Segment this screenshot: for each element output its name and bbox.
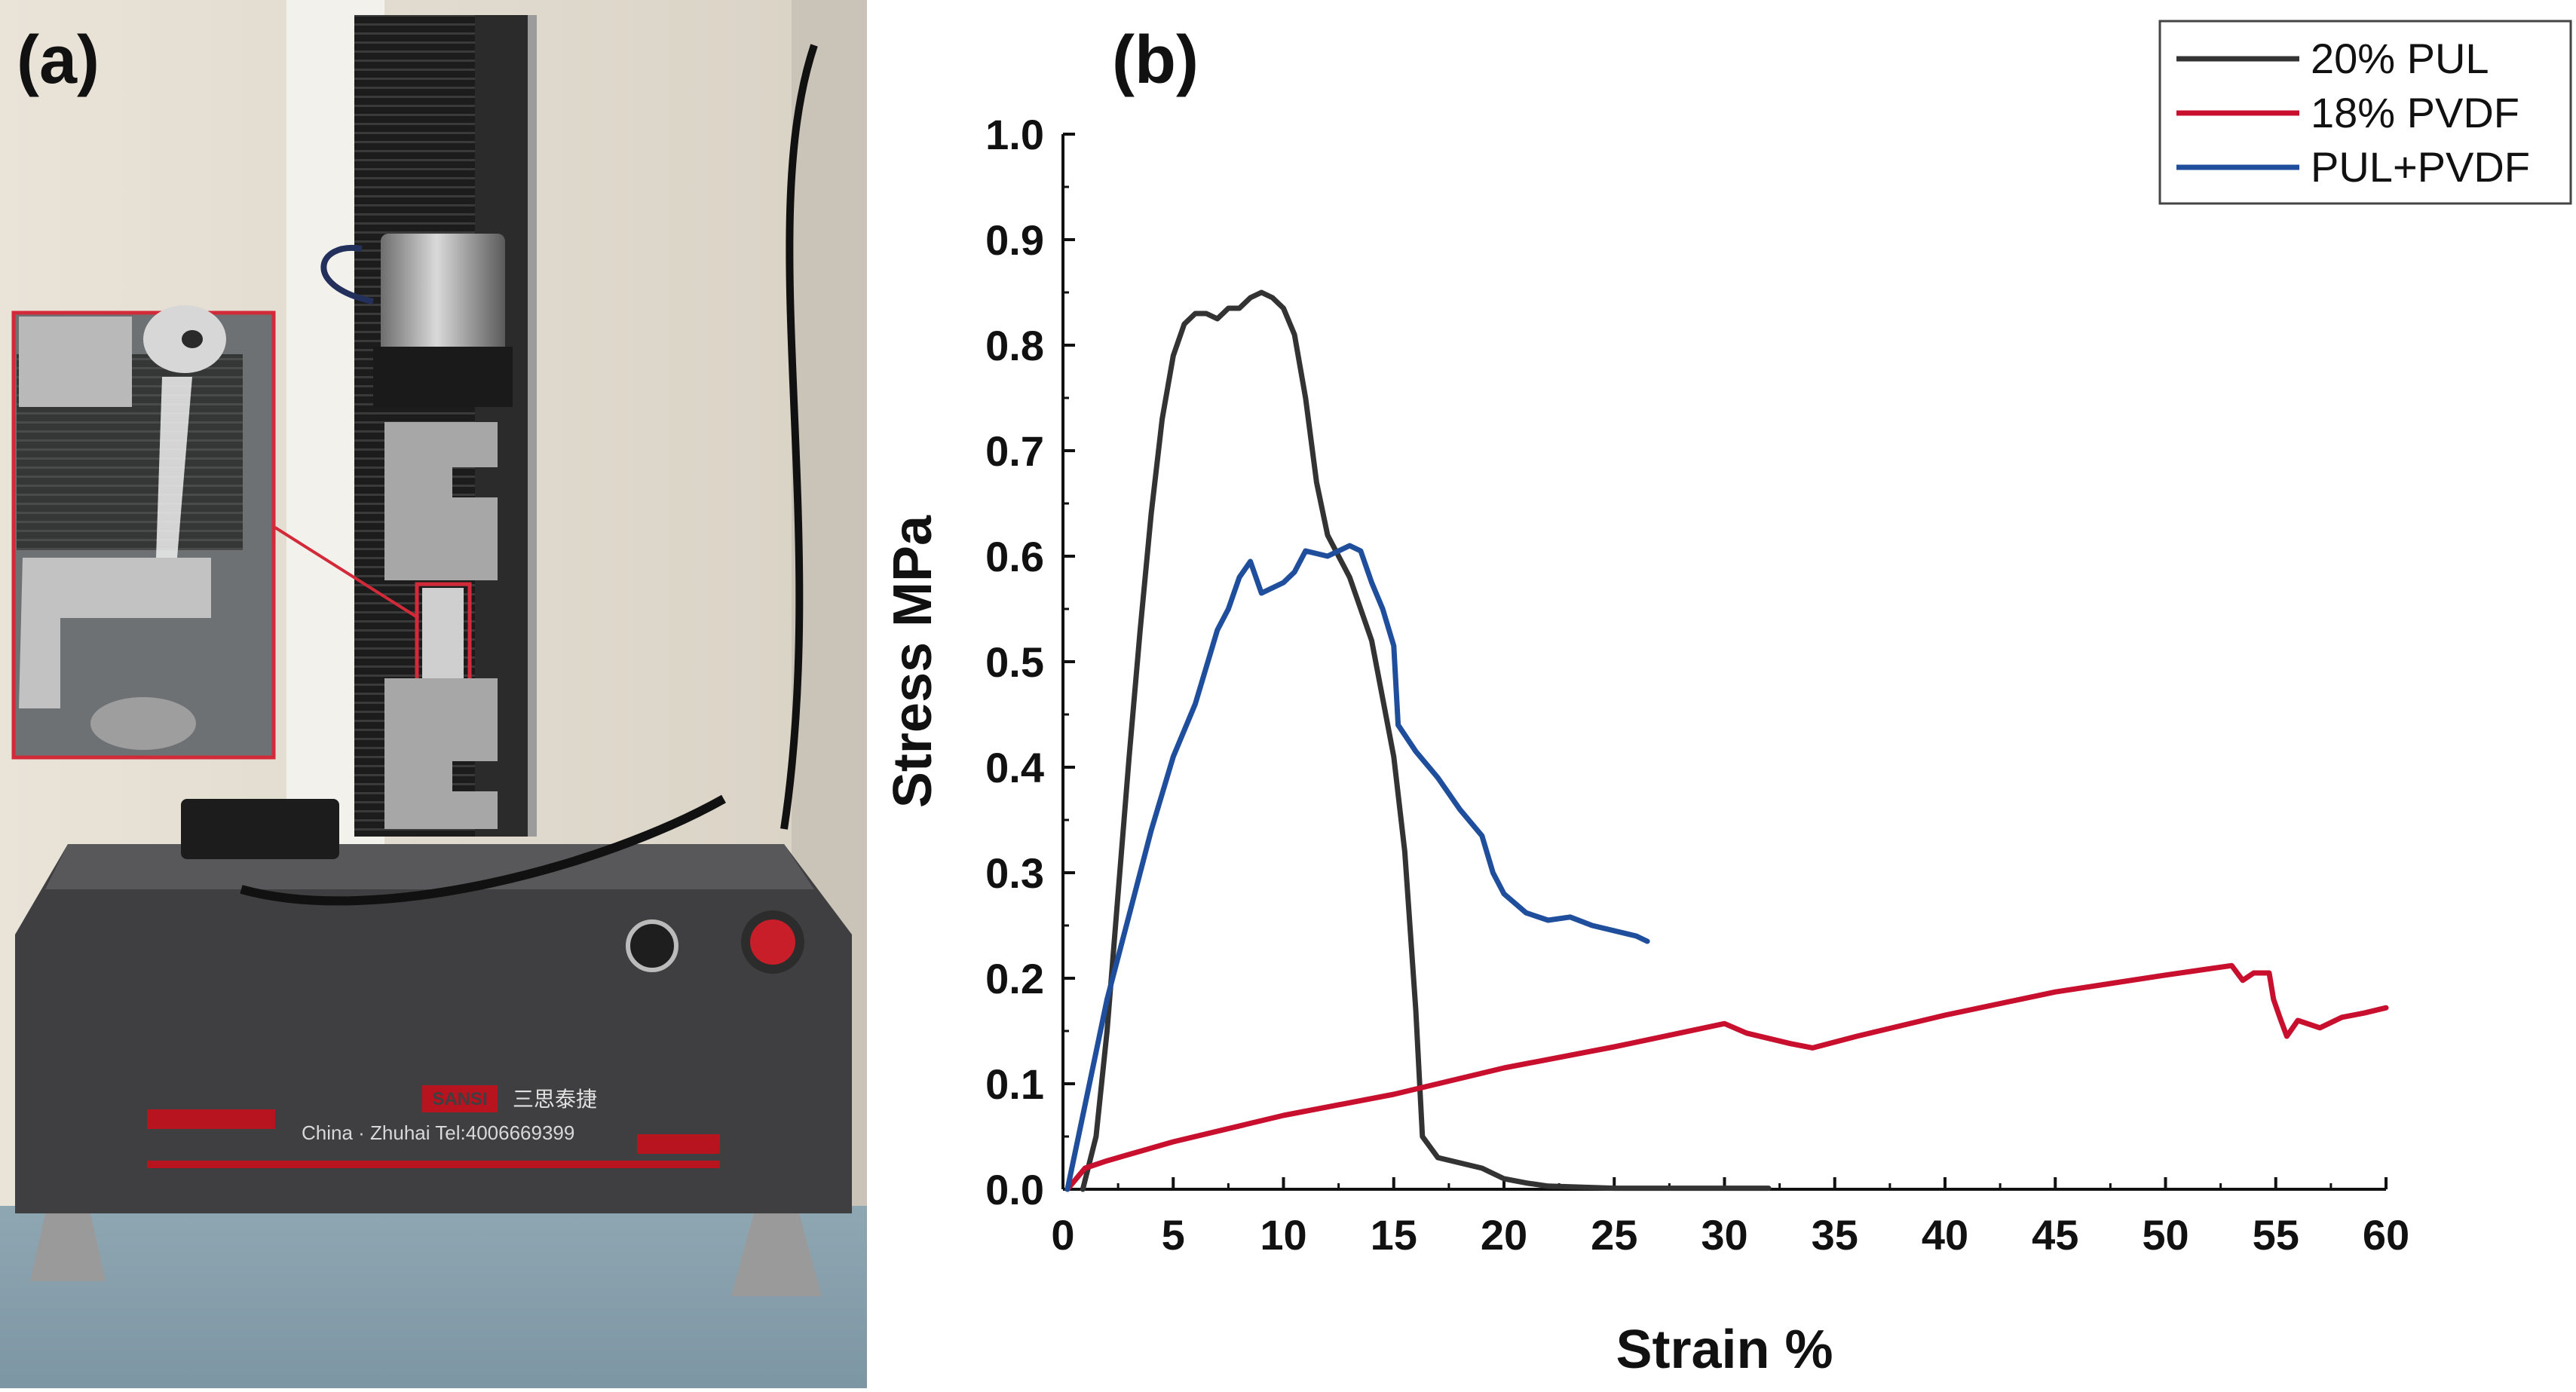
legend-label: 18% PVDF	[2311, 89, 2519, 136]
y-tick-label: 0.0	[985, 1166, 1044, 1213]
handset-cable	[240, 794, 726, 906]
inset-bolt-hole	[182, 330, 203, 348]
legend-label: 20% PUL	[2311, 35, 2489, 82]
x-axis-title: Strain %	[1616, 1320, 1833, 1380]
y-tick-label: 0.4	[985, 744, 1044, 791]
inset-lower-bolt	[90, 697, 196, 750]
load-cell-base	[373, 347, 513, 407]
tensile-tester-photo: SANSI 三思泰捷 China · Zhuhai Tel:4006669399…	[0, 0, 867, 1388]
y-tick-label: 0.9	[985, 216, 1044, 264]
foot-right	[731, 1213, 822, 1296]
power-cable	[780, 44, 818, 830]
base-top	[45, 844, 814, 889]
stress-strain-chart: (b) 0 5 10 15 20 25 30 35 40 45 50 55 60 0.0 0.1 0.2 0.3…	[883, 20, 2572, 1380]
machine-base	[15, 844, 852, 1213]
legend-label: PUL+PVDF	[2311, 143, 2530, 191]
y-tick-label: 1.0	[985, 111, 1044, 158]
contact-text: China · Zhuhai Tel:4006669399	[302, 1121, 574, 1144]
brand-badge	[422, 1085, 498, 1112]
x-tick-label: 30	[1701, 1211, 1747, 1259]
series-line-20-pul	[1080, 289, 1772, 1192]
emergency-stop-button	[750, 919, 795, 965]
x-tick-label: 35	[1812, 1211, 1858, 1259]
brand-badge-text: SANSI	[432, 1089, 487, 1109]
legend-box	[2158, 20, 2572, 205]
y-tick-label: 0.2	[985, 955, 1044, 1002]
x-tick-label: 60	[2363, 1211, 2409, 1259]
y-tick-label: 0.7	[985, 427, 1044, 475]
power-knob	[626, 919, 678, 972]
sensor-cable	[320, 244, 374, 304]
y-tick-label: 0.8	[985, 322, 1044, 369]
panel-b-label: (b)	[1112, 23, 1199, 98]
y-tick-label: 0.3	[985, 849, 1044, 897]
red-stripe-left	[147, 1109, 275, 1129]
x-tick-label: 25	[1591, 1211, 1637, 1259]
guide-rail	[528, 15, 537, 837]
inset-specimen	[155, 377, 192, 603]
y-axis-title: Stress MPa	[883, 515, 943, 808]
panel-a-label: (a)	[17, 23, 100, 98]
controller-handset	[181, 799, 339, 859]
x-tick-label: 5	[1162, 1211, 1185, 1259]
x-tick-label: 10	[1260, 1211, 1306, 1259]
inset-upper-clamp	[19, 317, 132, 407]
x-tick-label: 50	[2142, 1211, 2189, 1259]
floor	[0, 1206, 867, 1388]
x-tick-label: 45	[2032, 1211, 2078, 1259]
x-tick-label: 0	[1051, 1211, 1074, 1259]
series-line-pul-pvdf	[1064, 543, 1650, 1192]
lower-grip	[384, 678, 498, 829]
x-tick-label: 15	[1371, 1211, 1417, 1259]
legend: 20% PUL 18% PVDF PUL+PVDF	[2158, 20, 2572, 205]
inset-connector-line	[274, 526, 420, 620]
x-tick-label: 55	[2253, 1211, 2299, 1259]
upper-grip	[384, 422, 498, 580]
y-tick-label: 0.6	[985, 533, 1044, 580]
axes-layer: 0 5 10 15 20 25 30 35 40 45 50 55 60 0.0 0.1 0.2 0.3 0.4 0…	[883, 111, 2409, 1380]
series-line-18-pvdf	[1064, 962, 2389, 1192]
brand-name: 三思泰捷	[513, 1088, 597, 1111]
x-tick-label: 20	[1481, 1211, 1527, 1259]
photo-panel: SANSI 三思泰捷 China · Zhuhai Tel:4006669399…	[0, 0, 867, 1388]
x-tick-label: 40	[1922, 1211, 1968, 1259]
series-layer	[1064, 289, 2389, 1192]
chart-panel: (b) 0 5 10 15 20 25 30 35 40 45 50 55 60 0.0 0.1 0.2 0.3…	[867, 0, 2576, 1388]
specimen	[422, 588, 464, 693]
y-tick-label: 0.1	[985, 1060, 1044, 1108]
foot-left	[30, 1213, 106, 1281]
red-stripe-right	[637, 1134, 720, 1154]
red-stripe-bottom	[147, 1161, 720, 1168]
inset-lower-clamp	[19, 558, 211, 708]
y-tick-label: 0.5	[985, 638, 1044, 686]
